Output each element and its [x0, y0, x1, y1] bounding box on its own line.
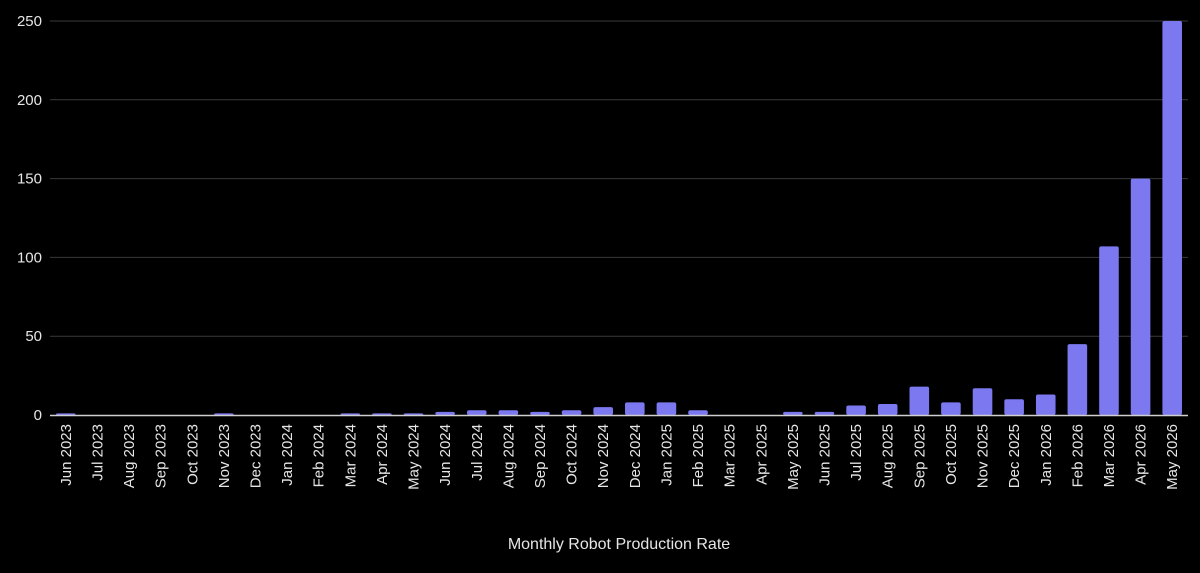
bar — [498, 410, 519, 415]
bar — [340, 413, 361, 415]
bar — [530, 411, 550, 415]
x-tick-label: Jun 2025 — [816, 424, 833, 486]
x-tick-label: May 2026 — [1164, 424, 1181, 490]
x-tick-label: May 2024 — [406, 424, 423, 490]
x-tick-label: Jun 2023 — [58, 424, 75, 486]
x-tick-label: Dec 2024 — [627, 424, 644, 488]
x-tick-label: Feb 2024 — [311, 424, 328, 487]
x-tick-label: Jan 2025 — [658, 424, 675, 486]
bar — [909, 386, 930, 415]
x-tick-label: Jul 2025 — [848, 424, 865, 481]
bar — [1035, 394, 1056, 415]
bar — [941, 402, 961, 415]
y-tick-label: 0 — [34, 407, 42, 424]
bar — [435, 411, 455, 415]
bar — [466, 410, 487, 415]
bar — [877, 403, 898, 415]
x-tick-label: May 2025 — [785, 424, 802, 490]
x-axis-ticks: Jun 2023 Jul 2023 Aug 2023 Sep 2023 Oct 2023… — [58, 424, 1181, 490]
x-tick-label: Apr 2024 — [374, 424, 391, 485]
y-tick-label: 100 — [17, 249, 42, 266]
bar — [56, 413, 76, 415]
x-tick-label: Apr 2025 — [753, 424, 770, 485]
x-tick-label: Dec 2025 — [1006, 424, 1023, 488]
x-axis-title: Monthly Robot Production Rate — [508, 536, 730, 553]
x-tick-label: Jan 2024 — [279, 424, 296, 486]
bar — [688, 410, 708, 415]
x-tick-label: Aug 2024 — [500, 424, 517, 488]
bar — [972, 388, 993, 415]
x-tick-label: Jun 2024 — [437, 424, 454, 486]
bar — [846, 405, 866, 415]
x-tick-label: Oct 2025 — [943, 424, 960, 485]
y-tick-label: 250 — [17, 13, 42, 30]
x-tick-label: Apr 2026 — [1133, 424, 1150, 485]
bar — [1162, 21, 1182, 415]
bars — [56, 21, 1182, 415]
bar — [561, 410, 582, 415]
x-tick-label: Nov 2024 — [595, 424, 612, 488]
x-tick-label: Mar 2025 — [722, 424, 739, 487]
x-tick-label: Dec 2023 — [247, 424, 264, 488]
x-tick-label: Oct 2024 — [564, 424, 581, 485]
x-tick-label: Jan 2026 — [1038, 424, 1055, 486]
bar — [372, 413, 392, 415]
x-tick-label: Feb 2026 — [1069, 424, 1086, 487]
x-tick-label: Feb 2025 — [690, 424, 707, 487]
x-tick-label: Aug 2023 — [121, 424, 138, 488]
bar — [1099, 246, 1119, 415]
y-tick-label: 50 — [25, 328, 42, 345]
bar — [814, 411, 835, 415]
x-tick-label: Nov 2025 — [975, 424, 992, 488]
y-tick-label: 200 — [17, 92, 42, 109]
x-tick-label: Jul 2024 — [469, 424, 486, 481]
bar — [403, 413, 424, 415]
x-tick-label: Nov 2023 — [216, 424, 233, 488]
x-tick-label: Mar 2024 — [342, 424, 359, 487]
bar — [1130, 178, 1151, 415]
y-tick-label: 150 — [17, 171, 42, 188]
bar — [783, 411, 803, 415]
bar — [625, 402, 645, 415]
x-tick-label: Sep 2023 — [153, 424, 170, 488]
y-axis-ticks: 0 50 100 150 200 250 — [17, 13, 42, 424]
x-tick-label: Sep 2025 — [911, 424, 928, 488]
bar — [1004, 399, 1024, 415]
bar — [593, 407, 613, 415]
x-tick-label: Aug 2025 — [880, 424, 897, 488]
x-tick-label: Oct 2023 — [184, 424, 201, 485]
x-tick-label: Mar 2026 — [1101, 424, 1118, 487]
x-tick-label: Jul 2023 — [89, 424, 106, 481]
x-tick-label: Sep 2024 — [532, 424, 549, 488]
bar — [214, 413, 234, 415]
bar — [656, 402, 677, 415]
gridlines — [50, 20, 1188, 337]
bar — [1067, 344, 1088, 415]
